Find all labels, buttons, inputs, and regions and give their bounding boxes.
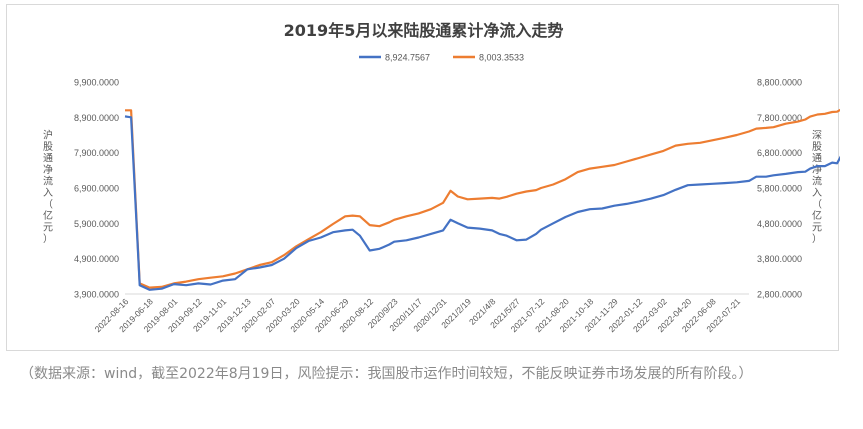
y-right-tick-label: 4,800.0000 — [757, 219, 802, 229]
y-left-tick-label: 6,900.0000 — [74, 184, 119, 194]
y-right-tick-label: 6,800.0000 — [757, 148, 802, 158]
chart-title: 2019年5月以来陆股通累计净流入走势 — [283, 21, 564, 40]
y-right-tick-label: 3,800.0000 — [757, 254, 802, 264]
y-right-tick-label: 2,800.0000 — [757, 290, 802, 300]
source-caption: （数据来源：wind，截至2022年8月19日，风险提示：我国股市运作时间较短，… — [20, 366, 753, 382]
legend-label-1: 8,003.3533 — [479, 53, 524, 63]
legend-label-0: 8,924.7567 — [385, 53, 430, 63]
y-right-tick-label: 8,800.0000 — [757, 78, 802, 88]
y-left-tick-label: 7,900.0000 — [74, 148, 119, 158]
series-line-sz — [125, 108, 840, 289]
y-right-tick-label: 7,800.0000 — [757, 113, 802, 123]
y-left-tick-label: 4,900.0000 — [74, 254, 119, 264]
y-left-tick-label: 5,900.0000 — [74, 219, 119, 229]
series-line-sh — [124, 115, 840, 291]
y-right-axis-title: 深股通净流入（亿元） — [812, 130, 822, 246]
y-left-tick-label: 3,900.0000 — [74, 290, 119, 300]
y-right-tick-label: 5,800.0000 — [757, 184, 802, 194]
y-left-axis-title: 沪股通净流入（亿元） — [43, 129, 53, 246]
line-chart: 8,924.7567 8,003.3533 9,900.0000 8,900.0000… — [43, 53, 840, 334]
chart-frame: 2019年5月以来陆股通累计净流入走势 8,924.7567 8,003.3533… — [6, 4, 840, 351]
y-left-tick-label: 9,900.0000 — [74, 78, 119, 88]
y-left-tick-label: 8,900.0000 — [74, 113, 119, 123]
